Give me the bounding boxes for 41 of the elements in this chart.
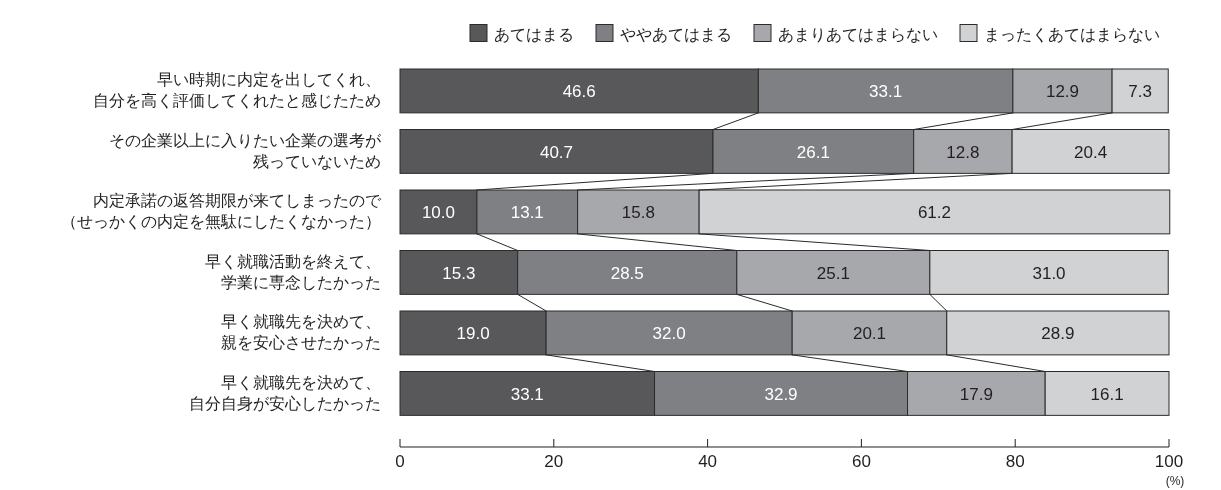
data-label: 15.3 — [442, 263, 476, 283]
x-tick-label: 20 — [544, 452, 564, 471]
data-label: 15.8 — [621, 203, 655, 223]
legend-label: あまりあてはまらない — [778, 24, 938, 44]
data-label: 31.0 — [1032, 263, 1066, 283]
data-label: 28.5 — [610, 263, 644, 283]
data-label: 33.1 — [869, 82, 903, 102]
x-tick-label: 100 — [1154, 452, 1184, 471]
x-tick-label: 40 — [698, 452, 718, 471]
data-label: 20.1 — [852, 324, 887, 344]
data-label: 40.7 — [539, 142, 574, 162]
data-label: 16.1 — [1090, 384, 1124, 404]
data-label: 32.9 — [764, 384, 798, 404]
data-label: 32.0 — [652, 324, 686, 344]
data-label: 33.1 — [510, 384, 544, 404]
data-label: 25.1 — [816, 263, 850, 283]
data-label: 13.1 — [510, 203, 544, 223]
y-tick-label: 早く就職活動を終えて、学業に専念したかった — [205, 252, 381, 292]
x-axis-title: (%) — [1165, 474, 1185, 488]
data-label: 19.0 — [456, 324, 490, 344]
y-tick-label: 早く就職先を決めて、親を安心させたかった — [221, 313, 381, 353]
data-label: 28.9 — [1041, 324, 1075, 344]
data-label: 7.3 — [1128, 82, 1152, 102]
y-tick-label: 早く就職先を決めて、自分自身が安心したかった — [189, 373, 381, 413]
x-tick-label: 0 — [395, 452, 405, 471]
x-tick-label: 60 — [851, 452, 871, 471]
data-label: 17.9 — [959, 384, 993, 404]
data-label: 12.8 — [946, 142, 980, 162]
legend-label: あてはまる — [494, 24, 574, 44]
data-label: 20.4 — [1074, 142, 1108, 162]
x-tick-label: 80 — [1005, 452, 1025, 471]
data-label: 10.0 — [421, 203, 455, 223]
legend-label: まったくあてはまらない — [984, 24, 1160, 44]
legend-label: ややあてはまる — [620, 24, 732, 44]
data-label: 61.2 — [917, 203, 951, 223]
y-tick-label: 内定承諾の返答期限が来てしまったので（せっかくの内定を無駄にしたくなかった） — [61, 192, 382, 232]
data-label: 12.9 — [1045, 82, 1080, 102]
data-label: 26.1 — [796, 142, 830, 162]
data-label: 46.6 — [562, 82, 596, 102]
y-tick-label: 早い時期に内定を出してくれ、自分を高く評価してくれたと感じたため — [93, 71, 381, 111]
y-tick-label: その企業以上に入りたい企業の選考が残っていないため — [109, 131, 382, 171]
